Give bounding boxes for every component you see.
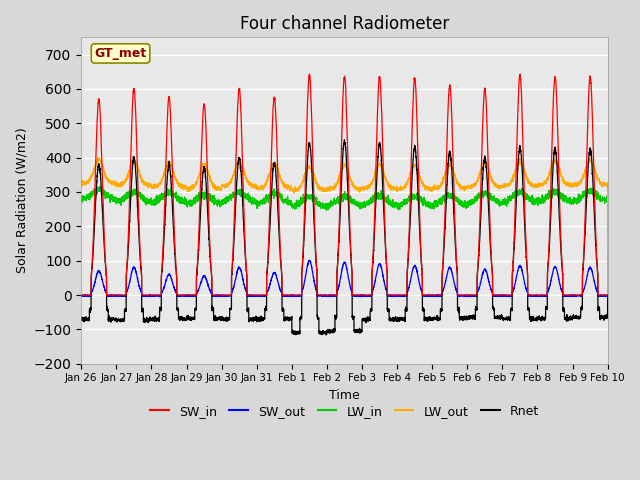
Rnet	[433, 317, 441, 323]
LW_out	[325, 188, 333, 194]
LW_out	[94, 154, 102, 160]
LW_in	[433, 200, 441, 205]
Legend: SW_in, SW_out, LW_in, LW_out, Rnet: SW_in, SW_out, LW_in, LW_out, Rnet	[145, 400, 544, 423]
SW_out	[463, 293, 470, 299]
Rnet	[322, 332, 330, 338]
LW_out	[77, 181, 85, 187]
SW_out	[77, 293, 85, 299]
SW_out	[492, 293, 500, 299]
Line: SW_out: SW_out	[81, 260, 608, 297]
LW_in	[463, 200, 470, 206]
LW_in	[172, 195, 180, 201]
Rnet	[492, 315, 500, 321]
Line: SW_in: SW_in	[81, 74, 608, 295]
SW_in	[305, 71, 313, 77]
SW_in	[77, 292, 85, 298]
SW_out	[604, 293, 611, 299]
SW_in	[604, 292, 612, 298]
X-axis label: Time: Time	[329, 389, 360, 402]
Rnet	[604, 292, 612, 298]
SW_in	[325, 292, 333, 298]
SW_in	[172, 262, 180, 267]
Title: Four channel Radiometer: Four channel Radiometer	[240, 15, 449, 33]
SW_in	[433, 292, 441, 298]
SW_in	[492, 292, 500, 298]
SW_out	[356, 294, 364, 300]
LW_in	[95, 184, 103, 190]
LW_out	[604, 182, 611, 188]
Text: GT_met: GT_met	[95, 47, 147, 60]
Rnet	[604, 313, 611, 319]
SW_out	[172, 289, 180, 295]
Line: LW_out: LW_out	[81, 157, 608, 295]
LW_in	[325, 206, 333, 212]
Rnet	[77, 316, 85, 322]
LW_in	[604, 292, 612, 298]
SW_in	[604, 292, 611, 298]
SW_out	[305, 257, 313, 263]
LW_out	[172, 177, 180, 183]
SW_out	[325, 293, 333, 299]
SW_out	[433, 293, 441, 299]
LW_in	[77, 198, 85, 204]
Rnet	[340, 137, 348, 143]
SW_in	[463, 292, 470, 298]
Y-axis label: Solar Radiation (W/m2): Solar Radiation (W/m2)	[15, 128, 28, 274]
LW_out	[433, 184, 441, 190]
LW_out	[463, 185, 470, 191]
LW_out	[492, 183, 500, 189]
LW_out	[604, 292, 612, 298]
LW_in	[492, 196, 500, 202]
Line: LW_in: LW_in	[81, 187, 608, 295]
SW_out	[604, 292, 612, 298]
Rnet	[463, 315, 470, 321]
Line: Rnet: Rnet	[81, 140, 608, 335]
LW_in	[604, 197, 611, 203]
Rnet	[325, 329, 333, 335]
Rnet	[172, 265, 180, 271]
